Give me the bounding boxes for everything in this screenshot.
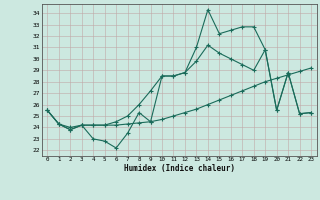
X-axis label: Humidex (Indice chaleur): Humidex (Indice chaleur) (124, 164, 235, 173)
